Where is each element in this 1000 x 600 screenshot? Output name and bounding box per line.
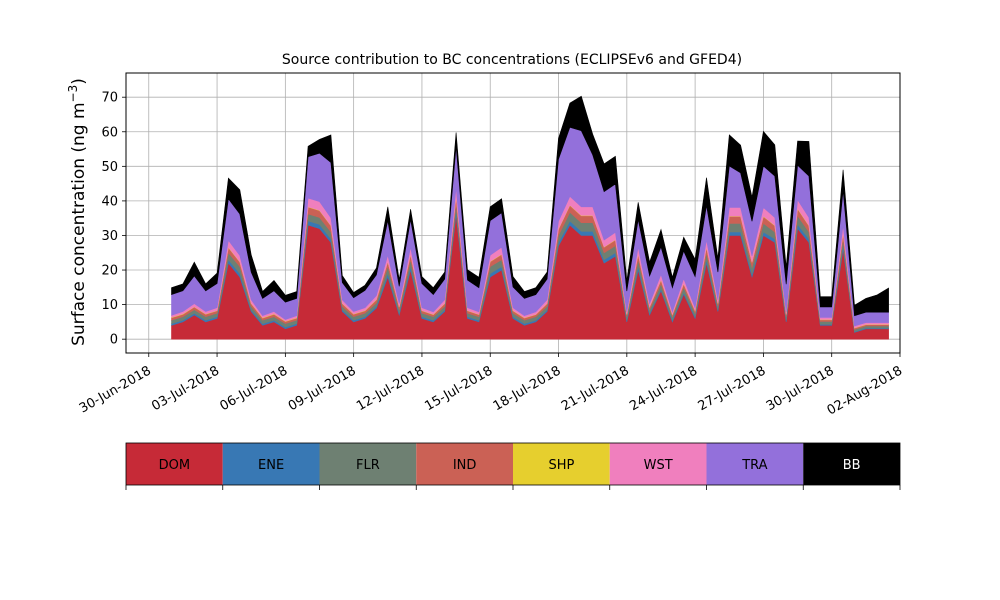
x-tick-label: 15-Jul-2018 <box>422 363 495 414</box>
y-tick-label: 0 <box>110 333 118 348</box>
legend-label-dom: DOM <box>159 458 190 473</box>
y-axis-ticks: 0 10 20 30 40 50 60 70 <box>101 91 126 348</box>
legend-swatch-ene <box>222 443 320 485</box>
y-tick-label: 20 <box>101 264 118 279</box>
legend-label-ind: IND <box>453 458 477 473</box>
plot-frame <box>125 72 901 354</box>
x-tick-label: 30-Jun-2018 <box>77 363 154 416</box>
legend-swatch-bb <box>803 443 900 485</box>
x-tick-label: 24-Jul-2018 <box>627 363 700 414</box>
y-tick-label: 40 <box>101 194 118 209</box>
legend-label-shp: SHP <box>548 458 574 473</box>
y-axis-label-main: Surface concentration (ng m <box>69 102 89 345</box>
legend-label-flr: FLR <box>356 458 380 473</box>
x-tick-label: 02-Aug-2018 <box>825 363 905 418</box>
y-tick-label: 30 <box>101 229 118 244</box>
legend-label-wst: WST <box>644 458 673 473</box>
legend-swatch-ind <box>416 443 513 485</box>
y-tick-label: 70 <box>101 91 118 106</box>
y-axis-label-superscript: −3 <box>66 85 80 103</box>
colorbar-legend: DOM ENE FLR IND SHP WST TRA BB <box>125 442 901 490</box>
legend-label-tra: TRA <box>741 458 767 473</box>
legend-swatch-shp <box>513 443 610 485</box>
y-tick-label: 10 <box>101 298 118 313</box>
legend-swatch-tra <box>706 443 804 485</box>
area-bb <box>171 95 889 317</box>
legend-label-ene: ENE <box>258 458 284 473</box>
legend-swatch-wst <box>609 443 707 485</box>
x-tick-label: 18-Jul-2018 <box>491 363 564 414</box>
x-tick-label: 06-Jul-2018 <box>218 363 291 414</box>
y-tick-label: 60 <box>101 125 118 140</box>
x-tick-label: 03-Jul-2018 <box>149 363 222 414</box>
x-tick-label: 21-Jul-2018 <box>559 363 632 414</box>
x-axis-ticks: 30-Jun-201803-Jul-201806-Jul-201809-Jul-… <box>77 353 905 419</box>
legend-swatch-dom <box>126 443 223 485</box>
y-tick-label: 50 <box>101 160 118 175</box>
legend-label-bb: BB <box>843 458 861 473</box>
y-axis-label: Surface concentration (ng m−3) <box>66 78 89 346</box>
x-tick-label: 09-Jul-2018 <box>286 363 359 414</box>
stacked-areas <box>171 95 889 340</box>
x-tick-label: 27-Jul-2018 <box>696 363 769 414</box>
chart-title: Source contribution to BC concentrations… <box>282 52 742 68</box>
x-tick-label: 12-Jul-2018 <box>354 363 427 414</box>
legend-swatch-flr <box>319 443 417 485</box>
y-axis-label-close: ) <box>69 78 89 85</box>
